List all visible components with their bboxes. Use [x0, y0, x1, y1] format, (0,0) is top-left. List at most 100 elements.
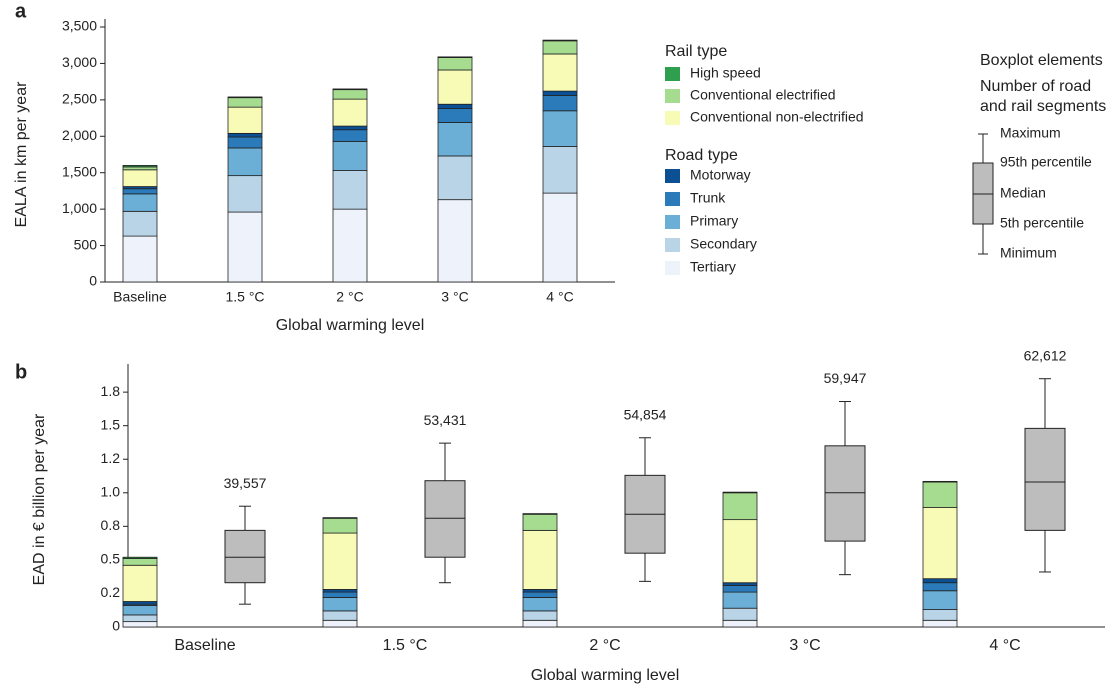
bar-segment: [722, 607, 758, 621]
bar-segment: [332, 98, 368, 127]
bar-segment: [332, 129, 368, 142]
panel-label: a: [15, 0, 27, 22]
legend-label: Conventional electrified: [690, 87, 836, 103]
bar-segment: [437, 108, 473, 123]
box-legend-title: Boxplot elements: [980, 52, 1103, 69]
panel-label: b: [15, 361, 27, 383]
y-tick-label: 1,000: [62, 200, 97, 216]
y-tick-label: 1,500: [62, 163, 97, 179]
bar-segment: [227, 106, 263, 134]
y-tick-label: 0: [112, 618, 120, 634]
y-tick-label: 1.2: [101, 450, 121, 466]
legend-swatch: [665, 192, 680, 206]
box-legend-subtitle: Number of road: [980, 78, 1091, 95]
bar-segment: [437, 103, 473, 109]
x-tick-label: 1.5 °C: [383, 637, 428, 654]
bar-segment: [122, 556, 158, 559]
bar-segment: [122, 621, 158, 628]
bar-segment: [922, 481, 958, 508]
bar-segment: [122, 564, 158, 602]
x-tick-label: 2 °C: [336, 289, 363, 305]
bar-segment: [332, 88, 368, 91]
bar-segment: [122, 558, 158, 566]
y-tick-label: 2,500: [62, 91, 97, 107]
legend-label: Motorway: [690, 167, 751, 183]
x-tick-label: 3 °C: [789, 637, 820, 654]
bar-segment: [542, 40, 578, 55]
bar-segment: [332, 208, 368, 283]
bar-segment: [437, 122, 473, 157]
x-tick-label: Baseline: [113, 289, 167, 305]
bar-segment: [227, 96, 263, 99]
legend-label: Trunk: [690, 190, 726, 206]
legend-label: Primary: [690, 213, 738, 229]
box-legend-subtitle: and rail segments: [980, 98, 1106, 115]
bar-segment: [332, 140, 368, 171]
legend-label: Tertiary: [690, 259, 736, 275]
box: [824, 445, 866, 542]
bar-segment: [437, 56, 473, 59]
bar-segment: [922, 507, 958, 580]
y-tick-label: 500: [74, 236, 98, 252]
box-legend-label: Minimum: [1000, 245, 1057, 261]
bar-segment: [227, 211, 263, 283]
bar-segment: [542, 95, 578, 112]
bar-segment: [122, 235, 158, 283]
x-tick-label: Baseline: [174, 637, 235, 654]
x-axis-label: Global warming level: [531, 667, 680, 684]
legend-label: Conventional non-electrified: [690, 109, 864, 125]
bar-segment: [332, 89, 368, 100]
box-annotation: 53,431: [424, 412, 467, 428]
bar-segment: [722, 584, 758, 593]
bar-segment: [522, 619, 558, 628]
bar-segment: [542, 90, 578, 96]
legend-swatch: [665, 111, 680, 125]
bar-segment: [922, 578, 958, 584]
box-annotation: 62,612: [1024, 347, 1067, 363]
bar-segment: [922, 582, 958, 592]
bar-segment: [522, 513, 558, 515]
bar-segment: [922, 590, 958, 610]
bar-segment: [322, 517, 358, 519]
bar-segment: [522, 610, 558, 621]
bar-segment: [322, 619, 358, 628]
legend-swatch: [665, 89, 680, 103]
bar-segment: [522, 597, 558, 612]
bar-segment: [542, 192, 578, 283]
y-tick-label: 0.8: [101, 517, 121, 533]
box-annotation: 39,557: [224, 475, 267, 491]
box: [424, 480, 466, 558]
box-annotation: 59,947: [824, 370, 867, 386]
bar-segment: [122, 601, 158, 605]
box-annotation: 54,854: [624, 406, 667, 422]
bar-segment: [522, 589, 558, 593]
x-tick-label: 2 °C: [589, 637, 620, 654]
x-tick-label: 4 °C: [989, 637, 1020, 654]
bar-segment: [522, 591, 558, 598]
bar-segment: [227, 175, 263, 213]
legend-swatch: [665, 261, 680, 275]
bar-segment: [122, 210, 158, 237]
bar-segment: [722, 591, 758, 609]
bar-segment: [122, 165, 158, 168]
bar-segment: [227, 97, 263, 108]
y-tick-label: 0: [89, 273, 97, 289]
legend-swatch: [665, 215, 680, 229]
y-tick-label: 0.5: [101, 551, 121, 567]
bar-segment: [332, 125, 368, 131]
x-tick-label: 1.5 °C: [225, 289, 264, 305]
y-axis-label: EAD in € billion per year: [31, 413, 48, 585]
bar-segment: [227, 132, 263, 138]
bar-segment: [122, 166, 158, 171]
bar-segment: [122, 188, 158, 195]
box: [1024, 427, 1066, 531]
y-tick-label: 0.2: [101, 584, 121, 600]
legend-label: High speed: [690, 65, 761, 81]
legend-title: Rail type: [665, 43, 727, 60]
legend-title: Road type: [665, 147, 738, 164]
bar-segment: [922, 619, 958, 628]
bar-segment: [722, 519, 758, 584]
bar-segment: [322, 517, 358, 534]
bar-segment: [437, 69, 473, 105]
